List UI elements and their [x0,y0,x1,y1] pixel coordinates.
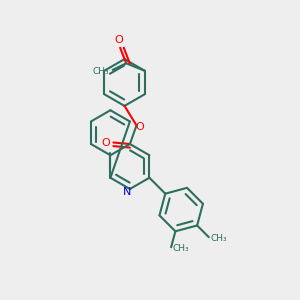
Text: O: O [135,122,144,132]
Text: N: N [123,187,132,197]
Text: O: O [114,35,123,45]
Text: CH₃: CH₃ [92,67,109,76]
Text: CH₃: CH₃ [210,234,227,243]
Text: O: O [102,137,110,148]
Text: CH₃: CH₃ [172,244,189,253]
